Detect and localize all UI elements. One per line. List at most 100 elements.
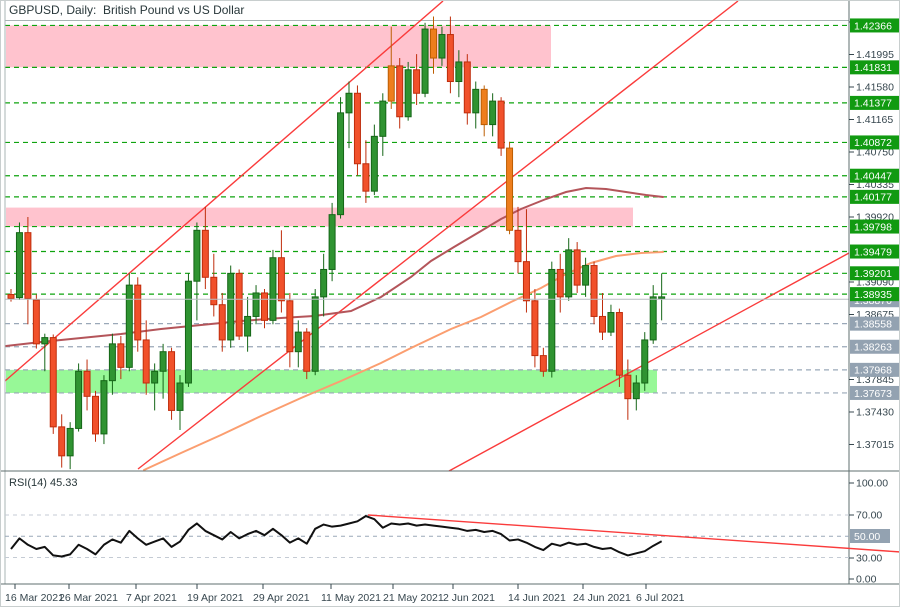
level-price-box-green-bg — [850, 189, 899, 204]
price-tick-label: 1.37430 — [856, 406, 894, 418]
candle — [421, 22, 429, 98]
candle-body — [75, 370, 83, 429]
candle — [320, 253, 328, 317]
candle — [489, 93, 497, 137]
frame-lines — [1, 1, 899, 585]
candle-body — [142, 339, 150, 384]
chart-title: GBPUSD, Daily: British Pound vs US Dolla… — [9, 3, 244, 17]
candle — [168, 347, 176, 420]
level-price-box-gray-bg — [850, 339, 899, 354]
candle — [582, 257, 590, 297]
level-price-box-green-bg — [850, 60, 899, 75]
level-price-box-green-text: 1.42366 — [854, 20, 892, 32]
candle-body — [514, 229, 522, 263]
candle-body — [548, 268, 556, 372]
candle-body — [463, 61, 471, 114]
date-tick-label: 11 May 2021 — [321, 592, 381, 604]
date-tick-label: 16 Mar 2021 — [5, 592, 64, 604]
candle — [522, 209, 530, 313]
candle-body — [573, 249, 581, 286]
candle — [615, 308, 623, 387]
candle-body — [311, 296, 319, 372]
candle-body — [286, 300, 294, 353]
level-price-box-gray-text: 1.37673 — [854, 388, 892, 400]
candle — [193, 222, 201, 321]
level-price-box-gray-text: 1.37968 — [854, 365, 892, 377]
date-tick-label: 21 May 2021 — [383, 592, 444, 604]
candle — [286, 292, 294, 368]
level-price-box-green-text: 1.40447 — [854, 171, 892, 183]
candle — [506, 141, 514, 235]
level-price-box-green-text: 1.39798 — [854, 221, 892, 233]
resistance-zone — [6, 25, 551, 68]
rsi-indicator-label: RSI(14) 45.33 — [9, 477, 77, 489]
level-price-box-green: 1.40177 — [850, 189, 899, 204]
candle-body — [539, 355, 547, 372]
candle-body — [396, 65, 404, 118]
level-price-box-green: 1.41831 — [850, 60, 899, 75]
rsi-tick-label: 0.00 — [856, 574, 877, 586]
candle — [184, 273, 192, 387]
candle — [261, 289, 268, 329]
candle-body — [320, 268, 328, 298]
rsi-trendline — [367, 514, 899, 553]
trendline — [448, 252, 850, 472]
price-tick-label: 1.37845 — [856, 374, 894, 386]
candle — [370, 124, 378, 196]
candle-body — [176, 382, 184, 411]
candle-body — [261, 292, 268, 321]
candle — [472, 81, 480, 129]
level-price-box-green-bg — [850, 168, 899, 183]
candle-body — [210, 276, 218, 306]
candle-body — [607, 312, 615, 333]
date-tick-label: 7 Apr 2021 — [126, 592, 177, 604]
candle-body — [556, 268, 564, 298]
candle-body — [294, 331, 302, 353]
resistance-zone — [6, 207, 633, 227]
candle-body — [599, 315, 606, 333]
candle-body — [387, 65, 395, 102]
level-price-box-gray: 1.37968 — [850, 362, 899, 377]
rsi-level-box: 50.00 — [850, 529, 890, 543]
candle — [362, 140, 370, 203]
level-price-box-green: 1.42366 — [850, 18, 899, 33]
candle-body — [125, 284, 133, 368]
rsi-panel[interactable]: 100.00 70.00 50.00 30.00 0.00 — [5, 478, 900, 586]
candle-body — [66, 427, 74, 457]
candle-body — [41, 337, 49, 345]
candle — [438, 26, 446, 66]
date-tick-label: 29 Apr 2021 — [253, 592, 310, 604]
main-chart-plot[interactable] — [4, 1, 850, 472]
level-price-box-gray-bg — [850, 362, 899, 377]
candle-body — [615, 312, 623, 376]
candle-body — [244, 315, 252, 337]
level-price-box-green: 1.41377 — [850, 95, 899, 110]
candle — [599, 292, 606, 340]
ma-line-orange — [143, 251, 664, 471]
candle-body — [193, 229, 201, 282]
candle — [430, 16, 437, 74]
candle-body — [24, 232, 32, 299]
candle-body — [345, 92, 353, 114]
candle-body — [151, 370, 159, 384]
candle-body — [649, 296, 657, 341]
candle-body — [489, 100, 497, 126]
candle — [396, 58, 404, 129]
level-price-box-green: 1.39201 — [850, 266, 899, 281]
candle — [159, 343, 167, 399]
candle — [548, 261, 556, 378]
candle-body — [277, 257, 285, 302]
candle-body — [32, 299, 40, 345]
candle-body — [480, 88, 488, 126]
candle — [269, 249, 277, 325]
candle-body — [159, 351, 167, 372]
candle-body — [353, 92, 361, 165]
level-price-box-green-text: 1.38935 — [854, 289, 892, 301]
candle — [480, 85, 488, 137]
level-price-box-green-text: 1.39479 — [854, 246, 892, 258]
candle — [328, 202, 336, 282]
trendline — [137, 1, 739, 470]
candle-body — [117, 343, 125, 368]
candle-body — [362, 163, 370, 192]
price-axis: 1.424101.419951.415801.411651.407501.403… — [849, 17, 899, 451]
